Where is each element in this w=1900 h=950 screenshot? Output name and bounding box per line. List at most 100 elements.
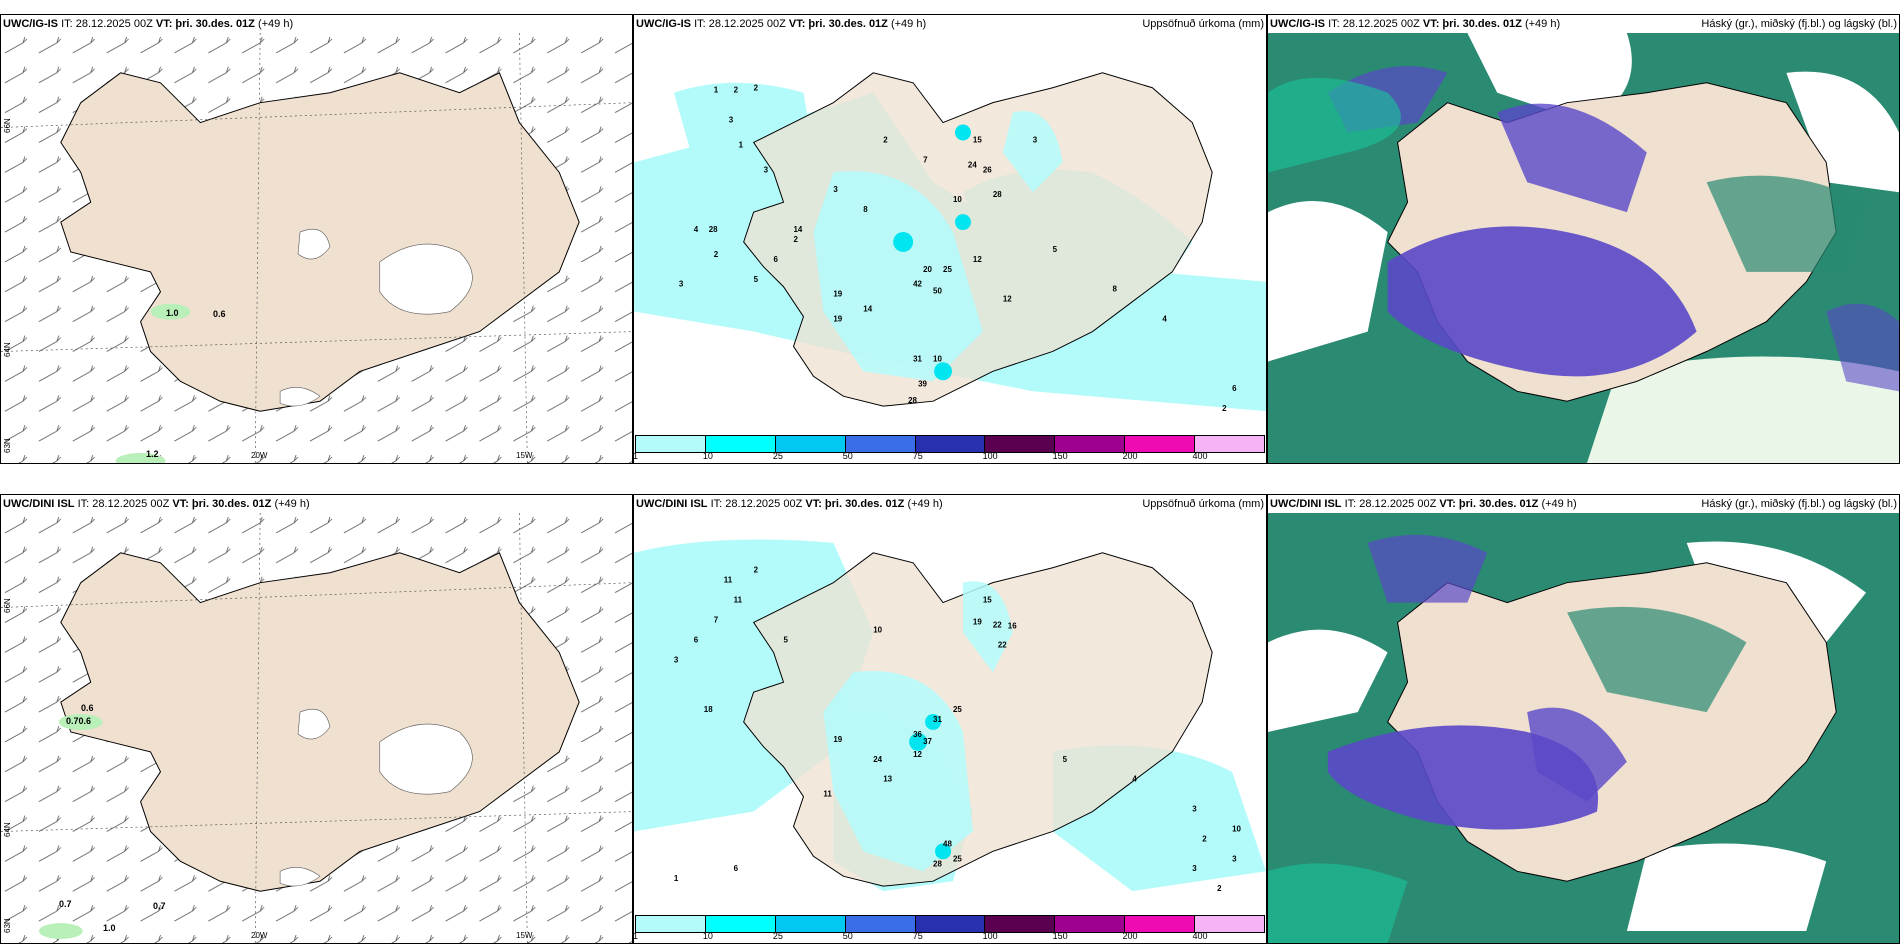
svg-text:4: 4 xyxy=(1132,775,1137,784)
svg-text:3: 3 xyxy=(833,185,838,194)
svg-text:25: 25 xyxy=(953,705,962,714)
svg-text:10: 10 xyxy=(953,195,962,204)
svg-text:31: 31 xyxy=(913,354,922,363)
svg-text:28: 28 xyxy=(933,859,942,868)
svg-text:2: 2 xyxy=(1217,884,1222,893)
svg-text:8: 8 xyxy=(863,205,868,214)
wind-label: 0.6 xyxy=(81,703,94,713)
lat-label: 64N xyxy=(3,342,12,357)
panel-header: UWC/IG-IS IT: 28.12.2025 00Z VT: þri. 30… xyxy=(634,15,1266,33)
wind-label: 1.2 xyxy=(146,449,159,459)
colorbar-segment xyxy=(915,916,986,932)
precip-colorbar xyxy=(635,435,1265,453)
lon-label: 20W xyxy=(251,451,268,460)
svg-text:5: 5 xyxy=(784,635,789,644)
svg-text:13: 13 xyxy=(883,775,892,784)
svg-text:2: 2 xyxy=(793,235,798,244)
svg-text:24: 24 xyxy=(873,755,882,764)
svg-text:20: 20 xyxy=(923,265,932,274)
colorbar-segment xyxy=(636,916,706,932)
svg-text:18: 18 xyxy=(704,705,713,714)
svg-text:2: 2 xyxy=(883,135,888,144)
svg-text:2: 2 xyxy=(714,250,719,259)
panel-precip-igis: UWC/IG-IS IT: 28.12.2025 00Z VT: þri. 30… xyxy=(633,14,1267,464)
svg-text:42: 42 xyxy=(913,280,922,289)
wind-label: 0.7 xyxy=(153,901,166,911)
colorbar-segment xyxy=(705,916,776,932)
svg-text:3: 3 xyxy=(764,165,769,174)
svg-text:12: 12 xyxy=(973,255,982,264)
svg-text:48: 48 xyxy=(943,839,952,848)
panel-wind-igis: UWC/IG-IS IT: 28.12.2025 00Z VT: þri. 30… xyxy=(0,14,633,464)
colorbar-segment xyxy=(915,436,986,452)
svg-text:2: 2 xyxy=(1202,834,1207,843)
lat-label: 63N xyxy=(3,438,12,453)
colorbar-segment xyxy=(636,436,706,452)
svg-text:2: 2 xyxy=(754,84,759,93)
svg-text:50: 50 xyxy=(933,287,942,296)
svg-text:8: 8 xyxy=(1112,285,1117,294)
svg-text:10: 10 xyxy=(1232,824,1241,833)
svg-text:7: 7 xyxy=(714,615,719,624)
svg-text:6: 6 xyxy=(1232,384,1237,393)
svg-text:19: 19 xyxy=(973,617,982,626)
colorbar-segment xyxy=(1125,916,1196,932)
svg-text:5: 5 xyxy=(1063,755,1068,764)
precip-colorbar xyxy=(635,915,1265,933)
map-clouds-dini xyxy=(1268,513,1899,943)
lon-label: 15W xyxy=(516,451,533,460)
colorbar-segment xyxy=(775,916,846,932)
svg-text:28: 28 xyxy=(908,396,917,405)
lat-label: 66N xyxy=(3,118,12,133)
svg-text:15: 15 xyxy=(973,135,982,144)
svg-text:36: 36 xyxy=(913,730,922,739)
svg-text:19: 19 xyxy=(833,735,842,744)
panel-header: UWC/DINI ISL IT: 28.12.2025 00Z VT: þri.… xyxy=(1268,495,1899,513)
svg-text:3: 3 xyxy=(1033,135,1038,144)
svg-text:11: 11 xyxy=(734,596,743,605)
svg-text:10: 10 xyxy=(873,625,882,634)
svg-text:12: 12 xyxy=(1003,295,1012,304)
svg-text:1: 1 xyxy=(714,86,719,95)
wind-label: 1.0 xyxy=(103,923,116,933)
svg-text:19: 19 xyxy=(833,315,842,324)
svg-text:39: 39 xyxy=(918,379,927,388)
colorbar-segment xyxy=(1195,916,1265,932)
lat-label: 66N xyxy=(3,598,12,613)
svg-text:31: 31 xyxy=(933,715,942,724)
lon-label: 15W xyxy=(516,931,533,940)
svg-text:25: 25 xyxy=(953,854,962,863)
colorbar-segment xyxy=(845,916,916,932)
svg-text:3: 3 xyxy=(674,655,679,664)
svg-text:12: 12 xyxy=(913,750,922,759)
svg-text:2: 2 xyxy=(734,86,739,95)
panel-header: UWC/DINI ISL IT: 28.12.2025 00Z VT: þri.… xyxy=(1,495,632,513)
colorbar-segment xyxy=(1055,916,1126,932)
svg-text:10: 10 xyxy=(933,354,942,363)
panel-precip-dini: UWC/DINI ISL IT: 28.12.2025 00Z VT: þri.… xyxy=(633,494,1267,944)
svg-text:3: 3 xyxy=(729,116,734,125)
svg-text:14: 14 xyxy=(863,305,872,314)
colorbar-segment xyxy=(845,436,916,452)
svg-text:28: 28 xyxy=(993,190,1002,199)
colorbar-segment xyxy=(985,436,1056,452)
svg-text:7: 7 xyxy=(923,155,928,164)
wind-label: 0.7 xyxy=(59,899,72,909)
svg-text:3: 3 xyxy=(1192,864,1197,873)
panel-header: UWC/IG-IS IT: 28.12.2025 00Z VT: þri. 30… xyxy=(1,15,632,33)
colorbar-segment xyxy=(1055,436,1126,452)
panel-wind-dini: UWC/DINI ISL IT: 28.12.2025 00Z VT: þri.… xyxy=(0,494,633,944)
svg-text:6: 6 xyxy=(694,635,699,644)
svg-text:1: 1 xyxy=(739,140,744,149)
svg-text:14: 14 xyxy=(793,225,802,234)
svg-text:22: 22 xyxy=(993,620,1002,629)
panel-header: UWC/IG-IS IT: 28.12.2025 00Z VT: þri. 30… xyxy=(1268,15,1899,33)
svg-text:22: 22 xyxy=(998,640,1007,649)
map-clouds-igis xyxy=(1268,33,1899,463)
svg-text:15: 15 xyxy=(983,596,992,605)
svg-text:2: 2 xyxy=(1222,404,1227,413)
svg-text:25: 25 xyxy=(943,265,952,274)
